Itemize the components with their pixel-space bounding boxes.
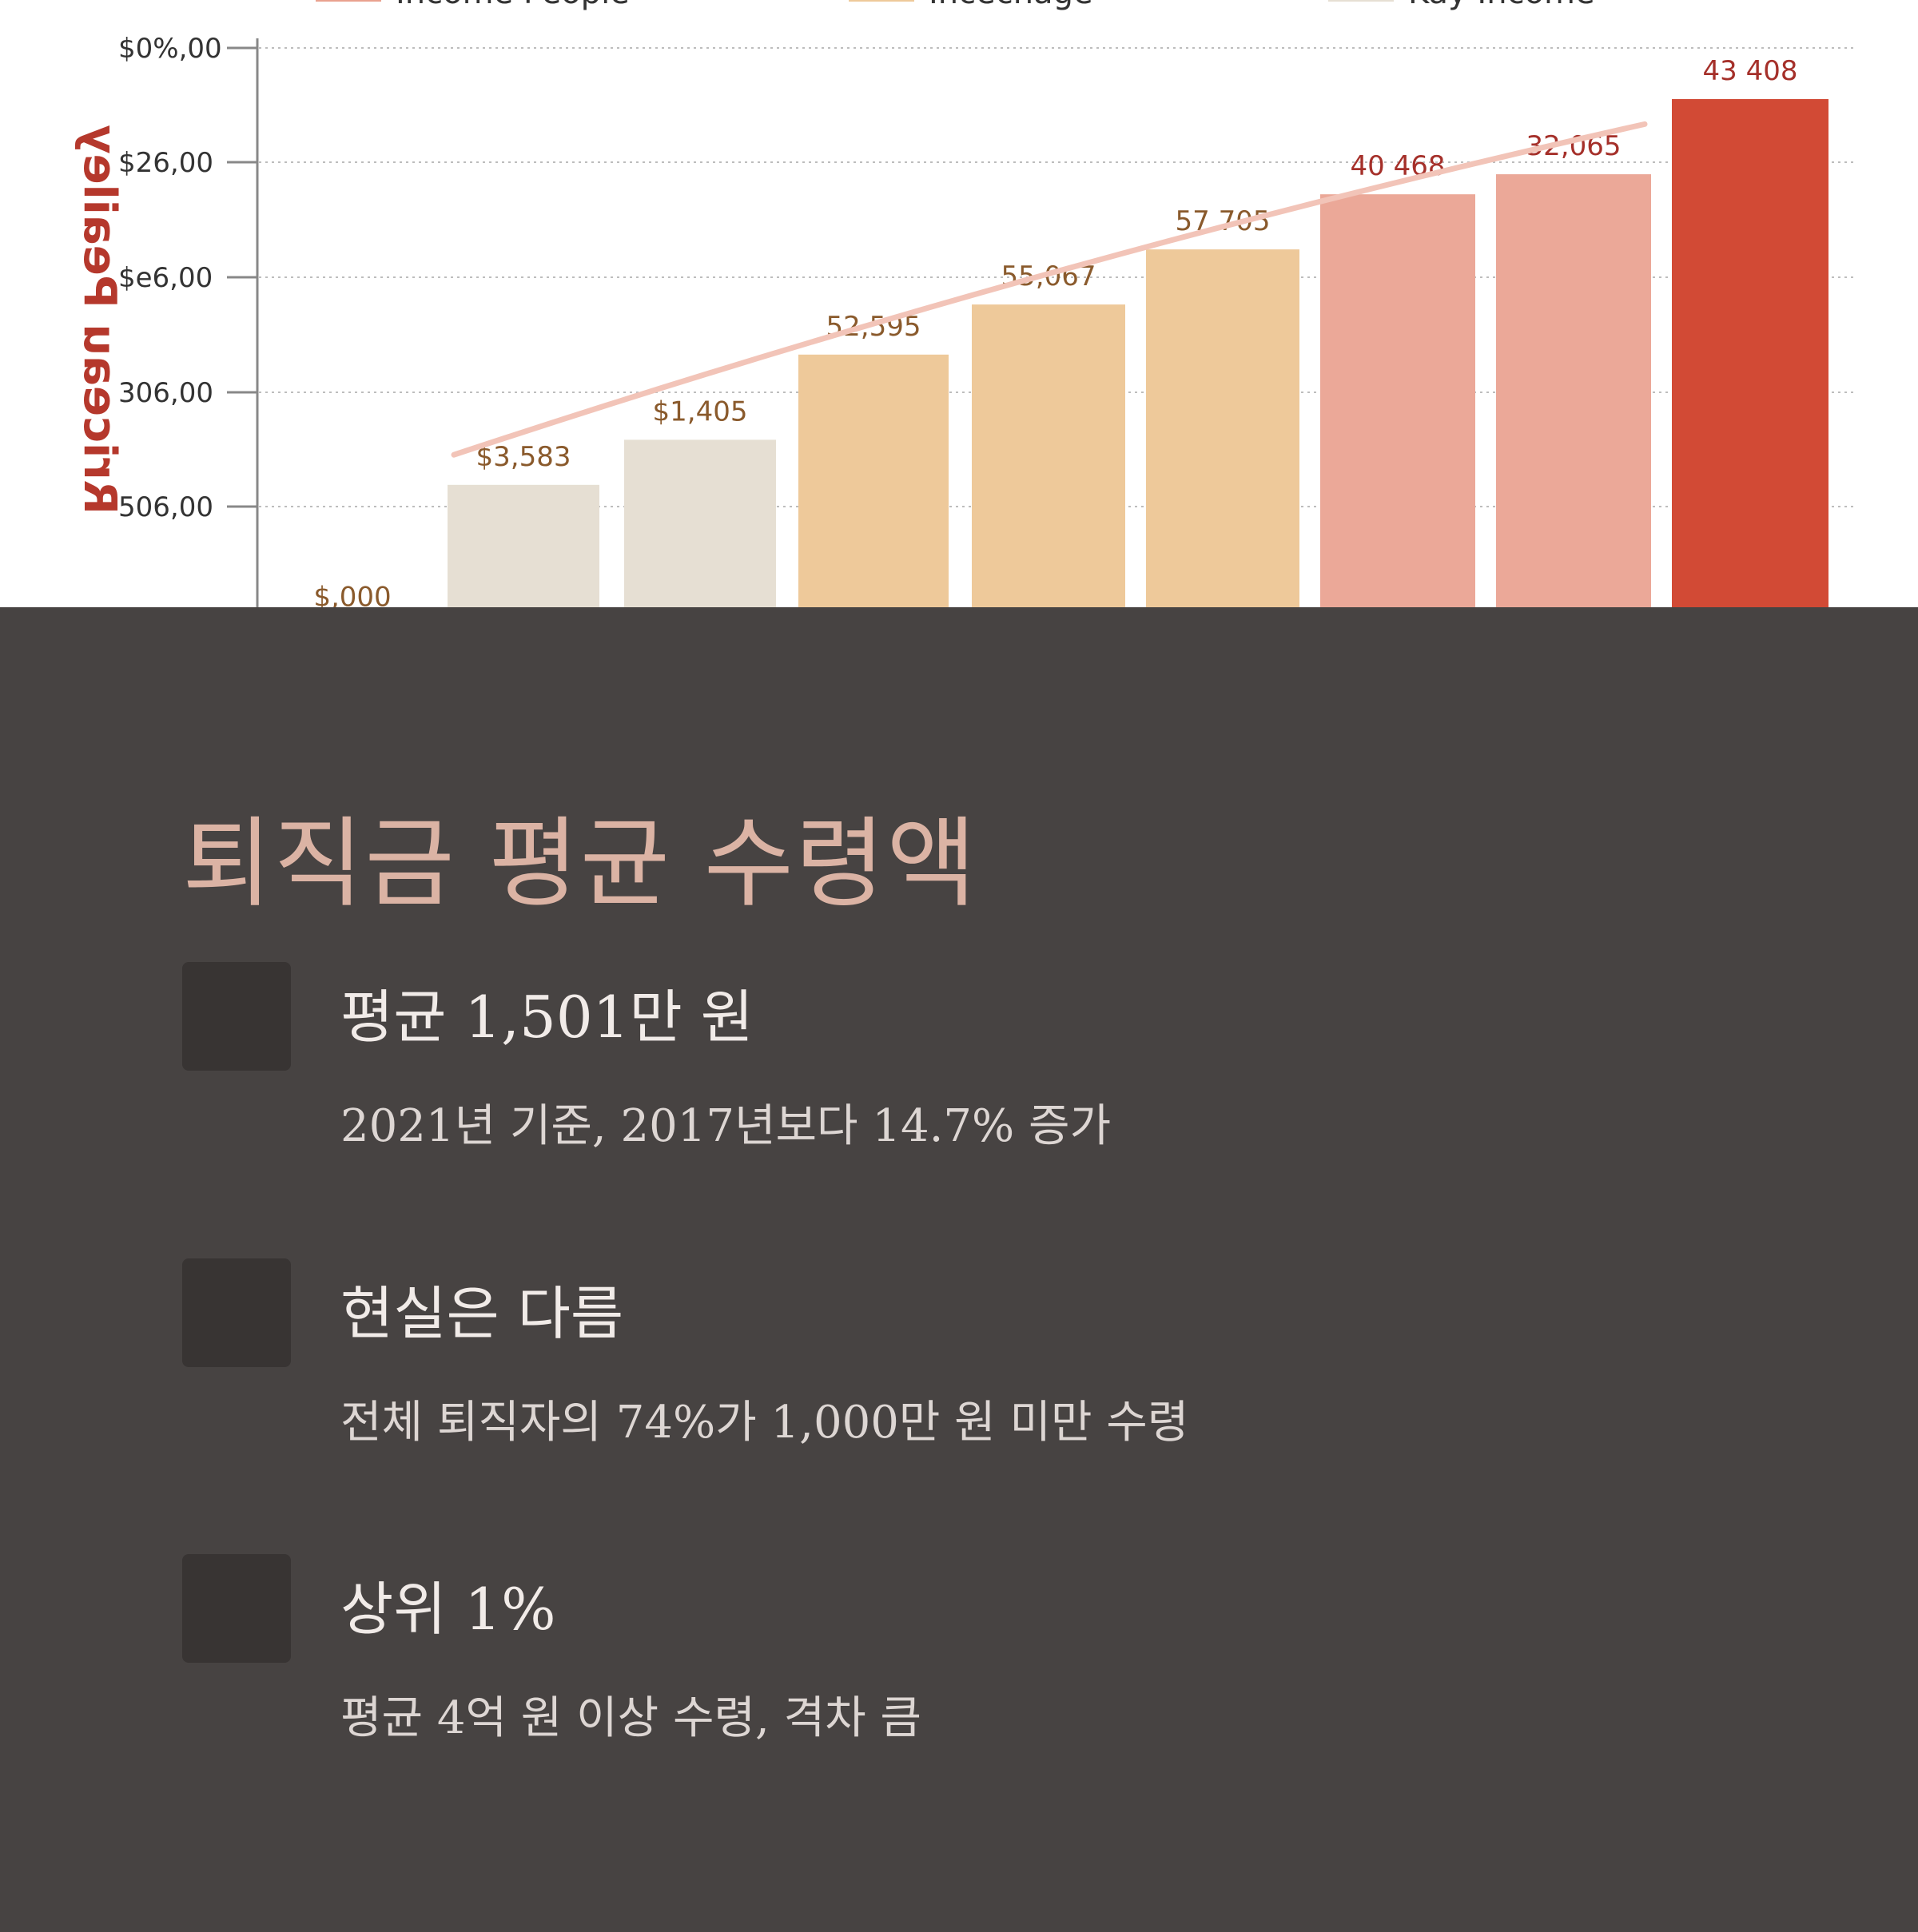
bar bbox=[972, 304, 1125, 607]
info-item-top-percent: 상위 1% 평균 4억 원 이상 수령, 격차 큼 bbox=[182, 1554, 1701, 1746]
trend-line bbox=[451, 121, 1648, 458]
bar bbox=[1496, 174, 1651, 607]
info-description: 2021년 기준, 2017년보다 14.7% 증가 bbox=[340, 1100, 1112, 1152]
bar bbox=[1672, 99, 1828, 607]
info-description: 평균 4억 원 이상 수령, 격차 큼 bbox=[340, 1692, 921, 1744]
y-tick-label: 306,00 bbox=[118, 377, 213, 409]
item-icon bbox=[182, 962, 291, 1071]
data-label: 43 408 bbox=[1703, 55, 1798, 87]
section-title: 퇴직금 평균 수령액 bbox=[182, 807, 978, 920]
info-heading: 평균 1,501만 원 bbox=[340, 984, 754, 1051]
bar bbox=[1146, 249, 1299, 607]
info-item-reality: 현실은 다름 전체 퇴직자의 74%가 1,000만 원 미만 수령 bbox=[182, 1258, 1701, 1450]
legend-swatch bbox=[1328, 0, 1394, 2]
bar bbox=[1320, 194, 1475, 607]
y-tick-label: $e6,00 bbox=[118, 262, 213, 294]
y-axis-label: Rriceau Peailey bbox=[74, 125, 125, 515]
chart-panel: Income People Incechage Kay Income $0%,00 $2… bbox=[0, 0, 1918, 607]
info-panel: 퇴직금 평균 수령액 평균 1,501만 원 2021년 기준, 2017년보다… bbox=[0, 607, 1918, 1932]
legend-label: Incechage bbox=[929, 0, 1093, 11]
bar bbox=[624, 439, 776, 607]
item-icon bbox=[182, 1554, 291, 1663]
info-item-average: 평균 1,501만 원 2021년 기준, 2017년보다 14.7% 증가 bbox=[182, 962, 1701, 1154]
legend-swatch bbox=[316, 0, 381, 2]
data-label: 57 705 bbox=[1176, 205, 1271, 237]
data-label: $3,583 bbox=[476, 441, 571, 473]
info-heading: 상위 1% bbox=[340, 1576, 556, 1643]
item-icon bbox=[182, 1258, 291, 1367]
bar bbox=[798, 354, 949, 607]
legend-swatch bbox=[849, 0, 914, 2]
y-tick-label: $26,00 bbox=[118, 147, 213, 179]
data-label: 40 468 bbox=[1351, 150, 1446, 182]
info-heading: 현실은 다름 bbox=[340, 1280, 624, 1347]
data-label: $1,405 bbox=[653, 396, 748, 427]
data-label: $,000 bbox=[313, 581, 391, 607]
info-description: 전체 퇴직자의 74%가 1,000만 원 미만 수령 bbox=[340, 1397, 1189, 1449]
legend-label: Income People bbox=[396, 0, 630, 11]
bar-chart: Income People Incechage Kay Income $0%,00 $2… bbox=[74, 0, 1854, 607]
y-tick-label: $0%,00 bbox=[118, 33, 222, 65]
bar bbox=[448, 484, 599, 607]
legend-label: Kay Income bbox=[1408, 0, 1595, 11]
y-tick-label: 506,00 bbox=[118, 491, 213, 523]
